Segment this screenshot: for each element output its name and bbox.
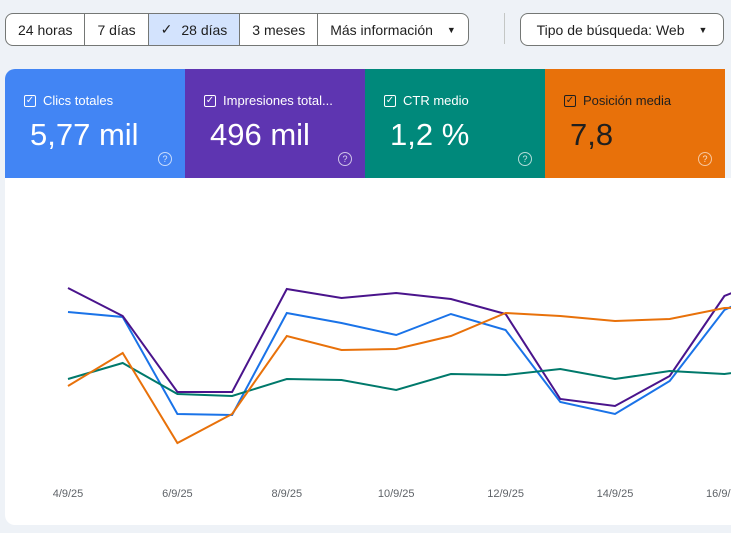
help-icon[interactable]: ? bbox=[338, 152, 352, 166]
checkbox-icon[interactable]: ✓ bbox=[384, 94, 396, 107]
check-icon: ✓ bbox=[160, 21, 173, 37]
x-tick-label: 14/9/25 bbox=[597, 488, 634, 500]
help-icon[interactable]: ? bbox=[518, 152, 532, 166]
series-line-impressions bbox=[67, 287, 731, 408]
dropdown-arrow-icon: ▼ bbox=[698, 24, 708, 35]
performance-chart bbox=[5, 178, 731, 525]
checkbox-icon[interactable]: ✓ bbox=[204, 94, 216, 107]
x-tick-label: 8/9/25 bbox=[272, 488, 303, 500]
x-tick-label: 16/9/25 bbox=[706, 488, 731, 500]
x-tick-label: 10/9/25 bbox=[378, 488, 415, 500]
search-type-label: Tipo de búsqueda: Web bbox=[536, 21, 685, 38]
card-value: 496 mil bbox=[210, 117, 310, 152]
card-label: Impresiones total... bbox=[223, 93, 333, 108]
card-clicks[interactable]: ✓ Clics totales 5,77 mil? bbox=[5, 69, 185, 178]
more-info-dropdown[interactable]: Más información ▼ bbox=[318, 14, 468, 45]
card-label: Posición media bbox=[583, 93, 672, 108]
range-24h[interactable]: 24 horas bbox=[6, 14, 86, 45]
range-3m[interactable]: 3 meses bbox=[240, 14, 319, 45]
card-ctr[interactable]: ✓ CTR medio 1,2 %? bbox=[365, 69, 545, 178]
x-tick-label: 4/9/25 bbox=[53, 488, 84, 500]
help-icon[interactable]: ? bbox=[698, 152, 712, 166]
series-line-clicks bbox=[67, 305, 731, 417]
checkbox-icon[interactable]: ✓ bbox=[24, 94, 36, 107]
card-label: Clics totales bbox=[43, 93, 114, 108]
range-28d[interactable]: ✓ 28 días bbox=[148, 14, 241, 45]
card-value: 7,8 bbox=[570, 117, 614, 152]
range-7d[interactable]: 7 días bbox=[85, 14, 149, 45]
x-tick-label: 12/9/25 bbox=[487, 488, 524, 500]
range-label: 28 días bbox=[181, 21, 228, 38]
card-label: CTR medio bbox=[403, 93, 469, 108]
series-line-ctr bbox=[67, 361, 731, 398]
search-type-dropdown[interactable]: Tipo de búsqueda: Web ▼ bbox=[520, 13, 724, 46]
metric-cards: ✓ Clics totales 5,77 mil? ✓ Impresiones tot… bbox=[5, 69, 725, 178]
help-icon[interactable]: ? bbox=[158, 152, 172, 166]
series-line-position bbox=[67, 306, 731, 445]
card-impressions[interactable]: ✓ Impresiones total... 496 mil? bbox=[185, 69, 365, 178]
more-label: Más información bbox=[330, 21, 433, 38]
dropdown-arrow-icon: ▼ bbox=[446, 24, 456, 35]
checkbox-icon[interactable]: ✓ bbox=[564, 94, 576, 107]
x-tick-label: 6/9/25 bbox=[162, 488, 193, 500]
card-value: 5,77 mil bbox=[30, 117, 139, 152]
divider bbox=[504, 13, 505, 44]
card-value: 1,2 % bbox=[390, 117, 470, 152]
card-position[interactable]: ✓ Posición media 7,8? bbox=[545, 69, 725, 178]
date-range-selector: 24 horas 7 días ✓ 28 días 3 meses Más inf… bbox=[5, 13, 469, 46]
